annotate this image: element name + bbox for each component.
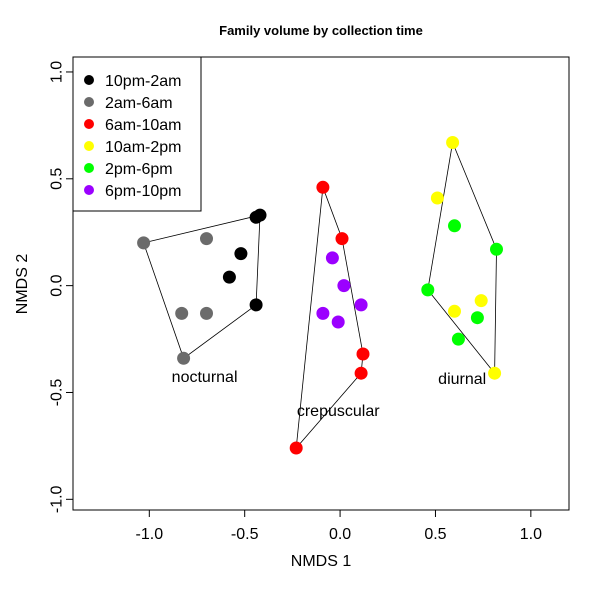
y-tick-label: 1.0 <box>49 61 66 83</box>
legend-marker-6pm-10pm <box>84 185 94 195</box>
y-tick-label: 0.0 <box>49 274 66 296</box>
legend-marker-2pm-6pm <box>84 163 94 173</box>
legend-marker-2am-6am <box>84 97 94 107</box>
annotation-crepuscular: crepuscular <box>297 403 380 420</box>
point-10pm-2am-1 <box>249 210 263 224</box>
annotation-nocturnal: nocturnal <box>172 369 238 386</box>
point-10pm-2am-3 <box>222 270 236 284</box>
legend-label-10am-2pm: 10am-2pm <box>105 139 181 156</box>
legend-label-6am-10am: 6am-10am <box>105 117 181 134</box>
point-10am-2pm-0 <box>446 136 460 149</box>
point-2am-6am-3 <box>200 306 213 320</box>
point-2am-6am-2 <box>175 306 189 320</box>
point-6am-10am-1 <box>335 232 349 246</box>
annotation-diurnal: diurnal <box>438 371 486 388</box>
point-6pm-10pm-3 <box>316 306 330 320</box>
legend-label-10pm-2am: 10pm-2am <box>105 73 181 90</box>
legend-label-2pm-6pm: 2pm-6pm <box>105 161 173 178</box>
legend-marker-6am-10am <box>84 119 94 129</box>
legend-label-6pm-10pm: 6pm-10pm <box>105 183 181 200</box>
y-axis: -1.0 -0.5 0.0 0.5 1.0 <box>49 61 74 513</box>
x-tick-label: -0.5 <box>231 526 259 543</box>
point-10am-2pm-3 <box>474 294 488 308</box>
point-6pm-10pm-2 <box>354 298 368 312</box>
point-6am-10am-2 <box>356 347 370 361</box>
x-tick-label: 0.5 <box>424 526 446 543</box>
chart-title: Family volume by collection time <box>219 23 423 38</box>
point-2am-6am-1 <box>200 232 213 246</box>
x-tick-label: 1.0 <box>520 526 542 543</box>
point-10pm-2am-2 <box>234 247 248 261</box>
legend-label-2am-6am: 2am-6am <box>105 95 173 112</box>
point-6pm-10pm-0 <box>325 251 339 265</box>
x-tick-label: -1.0 <box>136 526 164 543</box>
point-2pm-6pm-0 <box>448 219 461 233</box>
hull-crepuscular <box>295 187 364 450</box>
point-6am-10am-3 <box>354 366 368 380</box>
point-6pm-10pm-4 <box>331 315 345 329</box>
y-tick-label: 0.5 <box>49 168 66 190</box>
point-2pm-6pm-3 <box>470 311 484 325</box>
y-tick-label: -1.0 <box>49 485 66 513</box>
y-tick-label: -0.5 <box>49 379 66 407</box>
point-6am-10am-0 <box>316 180 330 194</box>
point-2pm-6pm-2 <box>421 283 435 297</box>
point-2pm-6pm-4 <box>451 332 465 346</box>
legend-marker-10pm-2am <box>84 75 94 85</box>
point-2am-6am-4 <box>177 351 191 365</box>
point-10am-2pm-2 <box>448 304 461 318</box>
x-axis: -1.0 -0.5 0.0 0.5 1.0 <box>136 509 542 543</box>
point-2pm-6pm-1 <box>490 242 503 256</box>
point-6am-10am-4 <box>289 441 303 455</box>
annotation-layer: nocturnal crepuscular diurnal <box>172 369 487 420</box>
point-10am-2pm-4 <box>488 366 502 380</box>
legend: 10pm-2am 2am-6am 6am-10am 10am-2pm 2pm-6pm 6p… <box>72 56 202 212</box>
x-axis-title: NMDS 1 <box>291 553 352 570</box>
legend-marker-10am-2pm <box>84 141 94 151</box>
point-2am-6am-0 <box>137 236 151 250</box>
point-6pm-10pm-1 <box>337 279 351 293</box>
x-tick-label: 0.0 <box>329 526 351 543</box>
legend-box <box>72 56 202 212</box>
y-axis-title: NMDS 2 <box>14 254 31 315</box>
point-10pm-2am-4 <box>249 298 263 312</box>
point-layer <box>137 136 503 455</box>
point-10am-2pm-1 <box>430 191 444 205</box>
